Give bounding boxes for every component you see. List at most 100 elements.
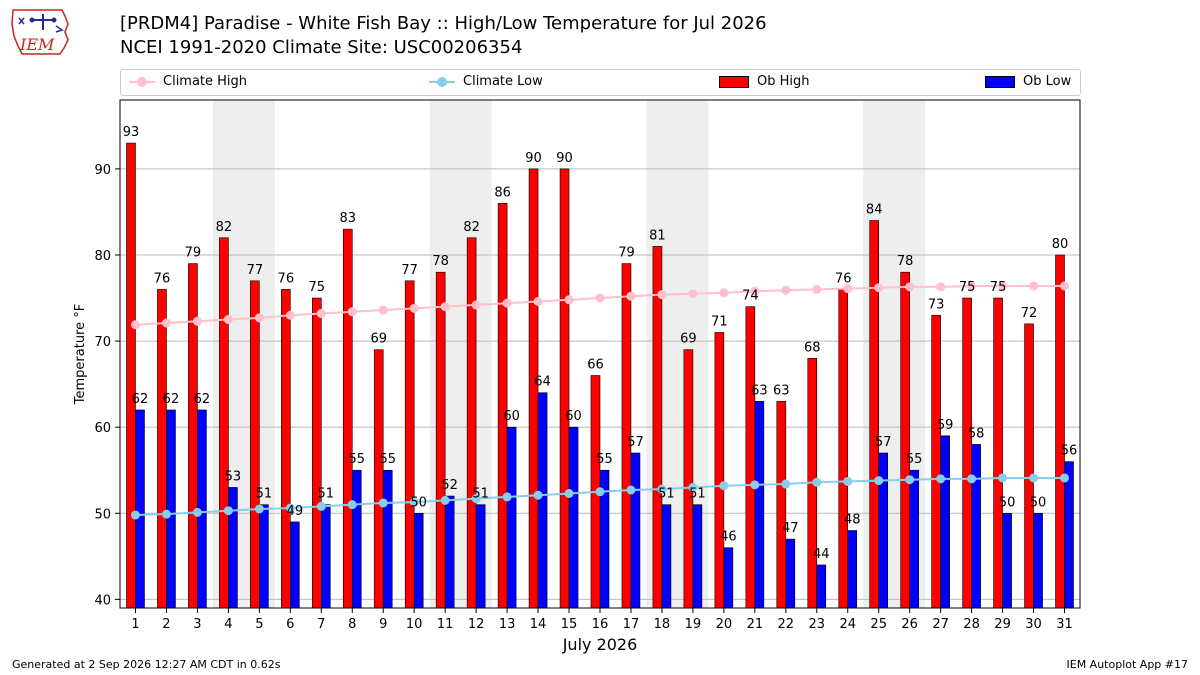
- iem-logo: IEM: [10, 6, 74, 60]
- point-climate-low: [657, 484, 667, 494]
- label-ob-high: 76: [154, 271, 171, 286]
- label-ob-high: 69: [680, 332, 697, 347]
- bar-ob-low: [940, 435, 950, 609]
- label-ob-low: 62: [194, 392, 211, 407]
- point-climate-low: [223, 506, 233, 516]
- point-climate-high: [1029, 281, 1039, 291]
- label-ob-low: 57: [875, 435, 892, 450]
- bar-ob-high: [250, 280, 260, 609]
- label-ob-high: 77: [401, 263, 418, 278]
- x-tick-label: 7: [317, 617, 325, 632]
- y-tick-label: 40: [94, 593, 111, 608]
- label-ob-high: 75: [959, 280, 976, 295]
- point-climate-high: [719, 288, 729, 298]
- point-climate-high: [533, 296, 543, 306]
- bar-ob-high: [497, 203, 508, 609]
- point-climate-high: [564, 295, 574, 305]
- point-climate-high: [1060, 281, 1070, 291]
- point-climate-low: [254, 504, 264, 514]
- bar-ob-high: [157, 289, 167, 609]
- x-tick-label: 2: [162, 617, 170, 632]
- bar-ob-high: [1024, 323, 1034, 609]
- x-tick-label: 16: [592, 617, 609, 632]
- bar-ob-high: [745, 306, 756, 609]
- bar-ob-low: [661, 504, 672, 609]
- x-tick-label: 11: [437, 617, 454, 632]
- bar-ob-high: [1055, 254, 1065, 609]
- label-ob-low: 51: [658, 487, 675, 502]
- x-tick-label: 31: [1056, 617, 1073, 632]
- point-climate-low: [378, 498, 388, 508]
- point-climate-high: [471, 300, 481, 310]
- bar-ob-low: [754, 401, 765, 609]
- label-ob-low: 55: [906, 452, 923, 467]
- chart-title: [PRDM4] Paradise - White Fish Bay :: Hig…: [120, 13, 767, 34]
- point-climate-low: [967, 474, 977, 484]
- bar-ob-high: [993, 297, 1003, 609]
- point-climate-low: [998, 473, 1008, 483]
- label-ob-low: 55: [596, 452, 613, 467]
- legend-marker-climate-low: [429, 75, 455, 89]
- label-ob-low: 49: [287, 504, 304, 519]
- bar-ob-high: [435, 271, 446, 609]
- bar-ob-high: [281, 289, 291, 609]
- bar-ob-low: [816, 564, 827, 609]
- point-climate-high: [750, 286, 760, 296]
- point-climate-high: [316, 309, 326, 319]
- label-ob-low: 64: [534, 375, 551, 390]
- label-ob-low: 56: [1061, 444, 1078, 459]
- point-climate-high: [502, 298, 512, 308]
- point-climate-low: [1029, 473, 1039, 483]
- label-ob-high: 76: [835, 271, 852, 286]
- label-ob-low: 47: [782, 521, 799, 536]
- label-ob-low: 51: [472, 487, 489, 502]
- label-ob-low: 51: [318, 487, 335, 502]
- label-ob-high: 90: [556, 151, 573, 166]
- point-climate-low: [471, 494, 481, 504]
- bar-ob-low: [382, 469, 393, 609]
- bar-ob-high: [869, 220, 880, 609]
- point-climate-low: [936, 474, 946, 484]
- bar-ob-low: [1064, 461, 1074, 609]
- bar-ob-low: [1002, 512, 1012, 609]
- point-climate-high: [657, 290, 667, 300]
- x-tick-label: 18: [654, 617, 671, 632]
- point-climate-low: [533, 490, 543, 500]
- label-ob-high: 75: [309, 280, 326, 295]
- point-climate-low: [905, 475, 915, 485]
- point-climate-low: [564, 488, 574, 498]
- bar-ob-high: [342, 228, 353, 609]
- bar-ob-low: [475, 504, 486, 609]
- label-ob-high: 84: [866, 203, 883, 218]
- bar-ob-low: [444, 495, 455, 609]
- bar-ob-low: [785, 538, 796, 609]
- bar-ob-low: [413, 512, 424, 609]
- label-ob-high: 82: [216, 220, 233, 235]
- x-tick-label: 4: [224, 617, 232, 632]
- label-ob-high: 71: [711, 314, 728, 329]
- label-ob-low: 60: [503, 409, 520, 424]
- bar-ob-low: [568, 426, 579, 609]
- point-climate-high: [409, 303, 419, 313]
- bar-ob-low: [259, 504, 269, 609]
- label-ob-high: 63: [773, 383, 790, 398]
- point-climate-high: [967, 281, 977, 291]
- label-ob-high: 76: [278, 271, 295, 286]
- point-climate-high: [781, 285, 791, 295]
- point-climate-high: [254, 313, 264, 323]
- point-climate-high: [440, 302, 450, 312]
- point-climate-high: [161, 318, 171, 328]
- point-climate-high: [936, 282, 946, 292]
- x-tick-label: 17: [623, 617, 640, 632]
- point-climate-high: [130, 320, 140, 330]
- point-climate-low: [626, 485, 636, 495]
- x-tick-label: 25: [870, 617, 887, 632]
- y-tick-label: 60: [94, 421, 111, 436]
- label-ob-low: 63: [751, 383, 768, 398]
- label-ob-low: 44: [813, 547, 830, 562]
- point-climate-high: [626, 291, 636, 301]
- point-climate-high: [285, 310, 295, 320]
- bar-ob-high: [188, 263, 198, 609]
- x-tick-label: 23: [809, 617, 826, 632]
